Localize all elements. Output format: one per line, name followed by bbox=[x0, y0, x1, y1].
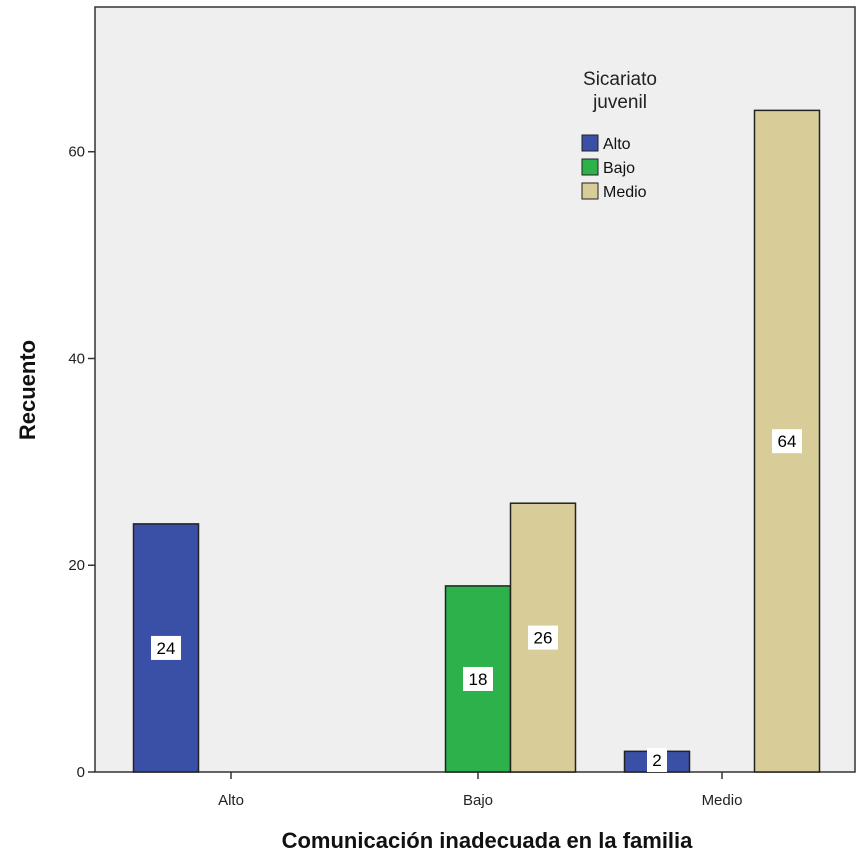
data-label-medio-alto: 2 bbox=[652, 751, 661, 770]
legend-label-bajo: Bajo bbox=[603, 160, 635, 177]
legend-swatch-bajo bbox=[581, 158, 599, 176]
data-label-box bbox=[528, 625, 558, 650]
x-tick-label-medio: Medio bbox=[702, 792, 743, 809]
legend-label-medio: Medio bbox=[603, 184, 647, 201]
y-tick-label: 20 bbox=[68, 557, 85, 574]
legend-swatch-alto bbox=[581, 134, 599, 152]
legend-title: Sicariato bbox=[583, 69, 657, 90]
data-label-box bbox=[647, 748, 667, 772]
data-label-box bbox=[151, 635, 181, 660]
x-axis-title: Comunicación inadecuada en la familia bbox=[282, 828, 694, 853]
data-label-medio-medio: 64 bbox=[778, 432, 797, 451]
data-label-box bbox=[772, 429, 802, 454]
legend-title: juvenil bbox=[592, 92, 647, 113]
data-label-alto-alto: 24 bbox=[157, 639, 176, 658]
data-label-box bbox=[463, 666, 493, 691]
x-tick-label-bajo: Bajo bbox=[463, 792, 493, 809]
x-tick-label-alto: Alto bbox=[218, 792, 244, 809]
legend-swatch-medio bbox=[581, 182, 599, 200]
y-tick-label: 40 bbox=[68, 350, 85, 367]
legend-label-alto: Alto bbox=[603, 136, 631, 153]
y-tick-label: 0 bbox=[77, 764, 85, 781]
y-axis-title: Recuento bbox=[15, 340, 40, 440]
data-label-bajo-medio: 26 bbox=[534, 629, 553, 648]
data-label-bajo-bajo: 18 bbox=[469, 670, 488, 689]
y-tick-label: 60 bbox=[68, 144, 85, 161]
